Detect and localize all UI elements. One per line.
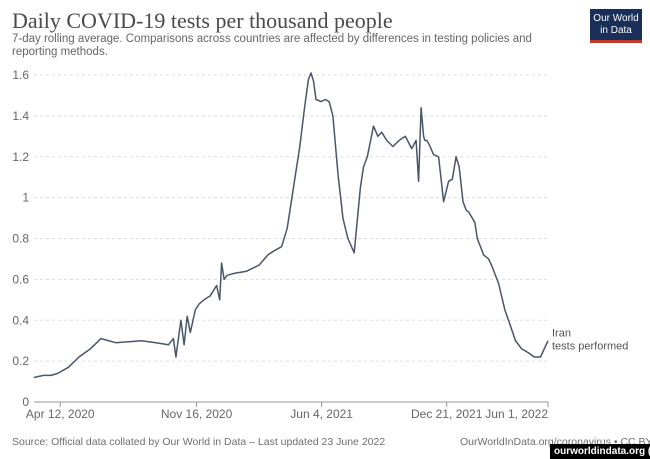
x-axis: Apr 12, 2020 Nov 16, 2020 Jun 4, 2021 Dec 2…: [26, 401, 549, 421]
owid-logo[interactable]: Our World in Data: [590, 9, 642, 43]
series-label-metric: tests performed: [552, 341, 628, 353]
series-label-name: Iran: [552, 328, 571, 340]
x-tick-label: Dec 21, 2021: [411, 407, 483, 421]
series-line-iran: [33, 72, 549, 379]
y-tick-label: 1: [22, 191, 29, 205]
y-tick-label: 0.2: [12, 354, 29, 368]
source-note: Source: Official data collated by Our Wo…: [12, 436, 386, 448]
y-tick-label: 1.6: [12, 68, 29, 82]
y-tick-label: 1.2: [12, 150, 29, 164]
logo-line2: in Data: [600, 25, 632, 36]
logo-line1: Our World: [593, 13, 639, 24]
y-tick-label: 1.4: [12, 109, 29, 123]
x-tick-label: Apr 12, 2020: [26, 407, 95, 421]
y-tick-label: 0.8: [12, 232, 29, 246]
chart-subtitle: 7-day rolling average. Comparisons acros…: [12, 33, 532, 58]
x-tick-label: Nov 16, 2020: [161, 407, 233, 421]
chart-title: Daily COVID-19 tests per thousand people: [12, 8, 393, 33]
x-tick-label: Jun 4, 2021: [290, 407, 353, 421]
y-axis-ticks: 0 0.2 0.4 0.6 0.8 1 1.2 1.4 1.6: [12, 68, 29, 409]
y-tick-label: 0: [22, 395, 29, 409]
y-tick-label: 0.4: [12, 313, 29, 327]
x-tick-label: Jun 1, 2022: [485, 407, 548, 421]
site-watermark: ourworldindata.org (): [550, 444, 650, 459]
gridlines: [34, 74, 548, 362]
y-tick-label: 0.6: [12, 272, 29, 286]
